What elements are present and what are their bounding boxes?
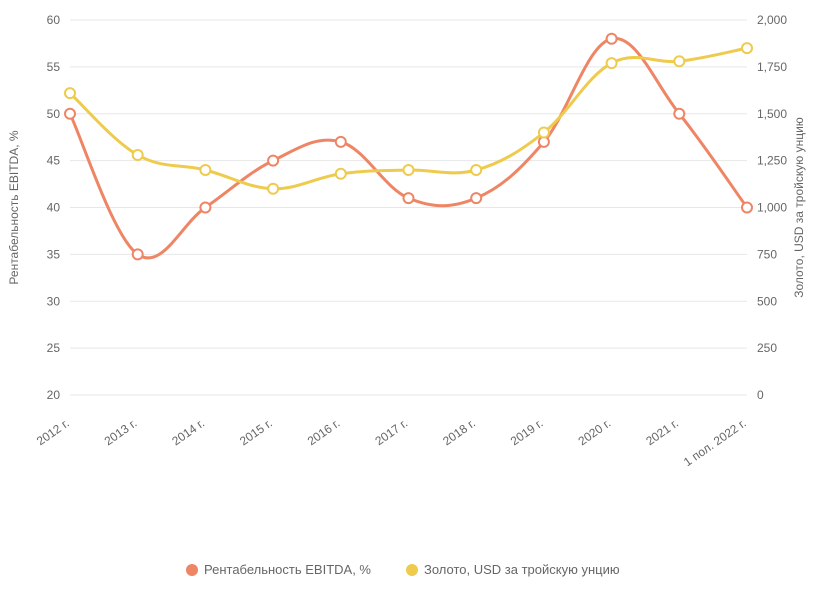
series-line-0 xyxy=(70,38,747,258)
legend-swatch-1 xyxy=(406,564,418,576)
series-marker-0-0 xyxy=(65,109,75,119)
series-marker-1-3 xyxy=(268,184,278,194)
svg-text:1 пол. 2022 г.: 1 пол. 2022 г. xyxy=(681,416,749,469)
svg-text:500: 500 xyxy=(757,294,777,308)
series-marker-1-4 xyxy=(336,169,346,179)
series-marker-0-4 xyxy=(336,137,346,147)
legend-label-1: Золото, USD за тройскую унцию xyxy=(424,562,620,577)
series-marker-0-6 xyxy=(471,193,481,203)
svg-text:60: 60 xyxy=(47,13,61,27)
series-marker-0-3 xyxy=(268,156,278,166)
series-marker-0-10 xyxy=(742,203,752,213)
svg-text:1,000: 1,000 xyxy=(757,201,787,215)
series-0 xyxy=(65,34,752,260)
svg-text:1,750: 1,750 xyxy=(757,60,787,74)
gridlines xyxy=(70,20,747,395)
dual-axis-line-chart: 20 25 30 35 40 45 50 55 60 0 250 500 750 1,000 1,250 1,… xyxy=(0,0,817,595)
svg-text:2014 г.: 2014 г. xyxy=(169,416,207,448)
y-right-ticks: 0 250 500 750 1,000 1,250 1,500 1,750 2,000 xyxy=(757,13,787,402)
series-marker-1-9 xyxy=(674,56,684,66)
legend-label-0: Рентабельность EBITDA, % xyxy=(204,562,371,577)
svg-text:250: 250 xyxy=(757,341,777,355)
svg-text:2018 г.: 2018 г. xyxy=(440,416,478,448)
svg-text:30: 30 xyxy=(47,294,61,308)
svg-text:2012 г.: 2012 г. xyxy=(34,416,72,448)
svg-text:1,250: 1,250 xyxy=(757,154,787,168)
series-marker-1-10 xyxy=(742,43,752,53)
svg-text:2019 г.: 2019 г. xyxy=(508,416,546,448)
series-marker-1-2 xyxy=(200,165,210,175)
svg-text:750: 750 xyxy=(757,247,777,261)
series-marker-1-1 xyxy=(133,150,143,160)
svg-text:35: 35 xyxy=(47,247,61,261)
svg-text:2,000: 2,000 xyxy=(757,13,787,27)
chart-svg: 20 25 30 35 40 45 50 55 60 0 250 500 750 1,000 1,250 1,… xyxy=(0,0,817,595)
y-right-title: Золото, USD за тройскую унцию xyxy=(792,117,806,298)
svg-text:2015 г.: 2015 г. xyxy=(237,416,275,448)
svg-text:55: 55 xyxy=(47,60,61,74)
svg-text:50: 50 xyxy=(47,107,61,121)
series-marker-1-7 xyxy=(539,128,549,138)
x-ticks: 2012 г. 2013 г. 2014 г. 2015 г. 2016 г. 2017 … xyxy=(34,416,749,469)
series-marker-1-8 xyxy=(607,58,617,68)
y-left-ticks: 20 25 30 35 40 45 50 55 60 xyxy=(47,13,61,402)
series-marker-1-0 xyxy=(65,88,75,98)
series-marker-0-8 xyxy=(607,34,617,44)
svg-text:2013 г.: 2013 г. xyxy=(102,416,140,448)
svg-text:2016 г.: 2016 г. xyxy=(305,416,343,448)
series-marker-1-6 xyxy=(471,165,481,175)
svg-text:1,500: 1,500 xyxy=(757,107,787,121)
svg-text:2020 г.: 2020 г. xyxy=(576,416,614,448)
y-left-title: Рентабельность EBITDA, % xyxy=(7,130,21,284)
svg-text:0: 0 xyxy=(757,388,764,402)
svg-text:20: 20 xyxy=(47,388,61,402)
svg-text:45: 45 xyxy=(47,154,61,168)
series-marker-0-1 xyxy=(133,249,143,259)
legend: Рентабельность EBITDA, % Золото, USD за т… xyxy=(186,562,620,577)
svg-text:2017 г.: 2017 г. xyxy=(372,416,410,448)
legend-swatch-0 xyxy=(186,564,198,576)
series-marker-0-9 xyxy=(674,109,684,119)
svg-text:40: 40 xyxy=(47,201,61,215)
series-marker-0-5 xyxy=(404,193,414,203)
svg-text:25: 25 xyxy=(47,341,61,355)
series-marker-1-5 xyxy=(404,165,414,175)
svg-text:2021 г.: 2021 г. xyxy=(643,416,681,448)
series-marker-0-2 xyxy=(200,203,210,213)
